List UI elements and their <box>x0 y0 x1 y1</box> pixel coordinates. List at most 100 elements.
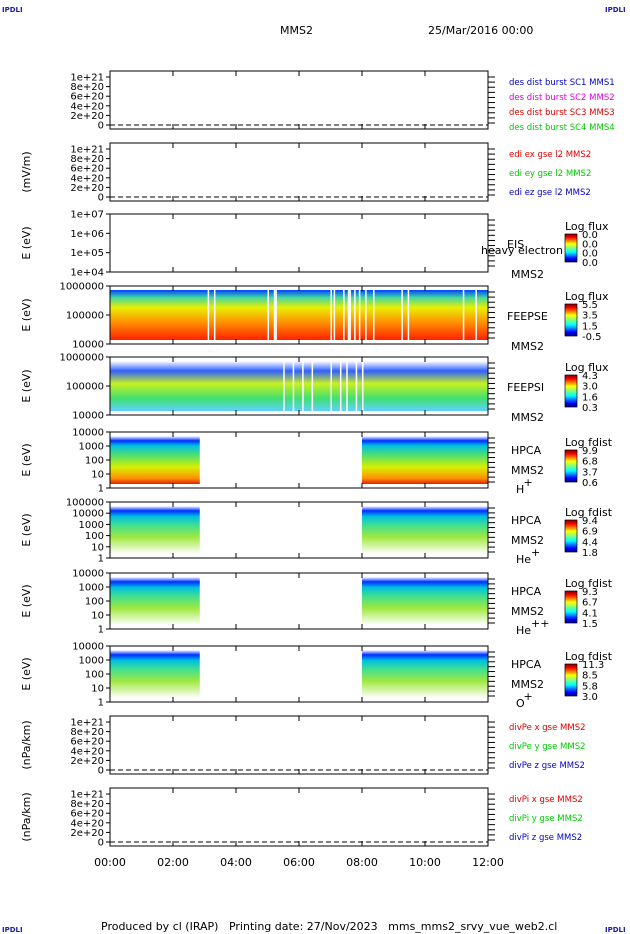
data-gap-5 <box>275 290 277 340</box>
y-tick-label: 1000 <box>79 583 104 594</box>
date-title: 25/Mar/2016 00:00 <box>428 24 533 37</box>
y-tick-label: 10000 <box>72 428 104 439</box>
charge-label: + <box>531 546 540 559</box>
colorbar-tick-label: 4.4 <box>582 537 598 548</box>
y-tick-label: 6e+20 <box>70 92 104 103</box>
y-tick-label: 10000 <box>72 642 104 653</box>
y-tick-label: 1e+07 <box>70 210 104 221</box>
panel-8: 10000 1000 100 10 1 E (eV) HPCA MMS2 He++ Log fdi… <box>20 569 613 638</box>
panel-5: 1000000 100000 10000 E (eV) FEEPSI MMS2 Log fl… <box>20 353 609 425</box>
spectrogram-block-2 <box>362 650 488 698</box>
y-axis-label: (nPa/km) <box>20 720 33 769</box>
y-tick-label: 10 <box>91 470 104 481</box>
colorbar-tick-label: 9.4 <box>582 516 598 527</box>
colorbar-tick-label: 3.0 <box>582 382 598 393</box>
colorbar-tick-label: 1.5 <box>582 619 598 630</box>
footer-credit: Produced by cl (IRAP) Printing date: 27/… <box>101 920 557 933</box>
colorbar-tick-label: 3.7 <box>582 467 598 478</box>
y-tick-label: 1 <box>98 484 104 495</box>
spectrogram-block-1 <box>110 577 200 625</box>
colorbar <box>564 233 578 263</box>
y-tick-label: 6e+20 <box>70 164 104 175</box>
data-gap-12 <box>358 290 361 340</box>
colorbar-title: Log fdist <box>565 577 613 590</box>
spectrogram-block-2 <box>362 577 488 625</box>
y-tick-label: 1e+21 <box>70 718 104 729</box>
y-axis-label: E (eV) <box>20 298 33 331</box>
y-axis-label: E (eV) <box>20 657 33 690</box>
y-tick-label: 10000 <box>72 509 104 520</box>
data-gap-8 <box>355 361 358 411</box>
colorbar-tick-label: 9.9 <box>582 446 598 457</box>
colorbar-tick-label: 9.3 <box>582 587 598 598</box>
spacecraft-label: MMS2 <box>511 464 544 477</box>
colorbar-tick-label: 6.9 <box>582 527 598 538</box>
y-tick-label: 1000000 <box>59 282 104 293</box>
species-label: H <box>516 483 524 496</box>
data-gap-1 <box>283 361 285 411</box>
legend-entry: des dist burst SC4 MMS4 <box>509 123 615 133</box>
colorbar-tick-label: 0.0 <box>582 258 598 269</box>
instrument-label: HPCA <box>511 658 542 671</box>
panel-6: 10000 1000 100 10 1 E (eV) HPCA MMS2 H+ Log fdist… <box>20 428 613 497</box>
colorbar <box>564 590 578 624</box>
corner-label-top-left: IPDLI <box>2 6 23 14</box>
species-label: He <box>516 553 531 566</box>
colorbar-tick-label: 3.0 <box>582 692 598 703</box>
y-tick-label: 10000 <box>72 340 104 351</box>
colorbar-tick-label: 11.3 <box>582 660 604 671</box>
colorbar-tick-label: -0.5 <box>582 332 602 343</box>
species-label: O <box>516 697 525 710</box>
data-gap-10 <box>349 290 351 340</box>
colorbar-title: Log fdist <box>565 506 613 519</box>
y-tick-label: 0 <box>98 121 104 132</box>
data-gap-18 <box>475 290 477 340</box>
legend-entry: divPe y gse MMS2 <box>509 742 586 752</box>
data-gap-7 <box>333 290 336 340</box>
colorbar-tick-label: 5.5 <box>582 300 598 311</box>
y-tick-label: 100 <box>85 597 104 608</box>
legend-entry: des dist burst SC2 MMS2 <box>509 93 615 103</box>
y-tick-label: 100000 <box>66 382 104 393</box>
colorbar-title: Log fdist <box>565 436 613 449</box>
y-tick-label: 8e+20 <box>70 82 104 93</box>
data-gap-2 <box>292 361 295 411</box>
panel-3: 1e+07 1e+06 1e+05 1e+04 E (eV) EIS MMS2 heavy e… <box>20 210 609 282</box>
spectrogram-block-2 <box>362 506 488 554</box>
y-tick-label: 1000 <box>79 656 104 667</box>
y-tick-label: 100 <box>85 670 104 681</box>
instrument-label: HPCA <box>511 444 542 457</box>
y-tick-label: 0 <box>98 838 104 849</box>
y-tick-label: 10000 <box>72 411 104 422</box>
legend-entry: divPe x gse MMS2 <box>509 723 586 733</box>
colorbar-tick-label: 0.3 <box>582 403 598 414</box>
data-gap-5 <box>330 361 332 411</box>
y-axis-label: (mV/m) <box>20 151 33 192</box>
y-tick-label: 100 <box>85 531 104 542</box>
data-gap-11 <box>354 290 356 340</box>
instrument-label: EIS <box>507 238 524 251</box>
spacecraft-label: MMS2 <box>511 411 544 424</box>
y-tick-label: 100 <box>85 456 104 467</box>
legend-entry: edi ez gse l2 MMS2 <box>509 188 591 198</box>
y-tick-label: 1 <box>98 554 104 565</box>
data-gap-4 <box>311 361 314 411</box>
instrument-label: HPCA <box>511 585 542 598</box>
y-tick-label: 10 <box>91 542 104 553</box>
y-tick-label: 2e+20 <box>70 756 104 767</box>
colorbar-tick-label: 0.0 <box>582 239 598 250</box>
colorbar-tick-label: 1.8 <box>582 548 598 559</box>
y-tick-label: 8e+20 <box>70 799 104 810</box>
colorbar <box>564 374 578 408</box>
legend-entry: divPi x gse MMS2 <box>509 795 583 805</box>
colorbar <box>564 449 578 483</box>
charge-label: + <box>524 476 533 489</box>
x-tick-label: 02:00 <box>157 856 189 869</box>
legend-entry: divPi z gse MMS2 <box>509 833 582 843</box>
data-gap-9 <box>347 290 350 340</box>
data-gap-16 <box>407 290 410 340</box>
